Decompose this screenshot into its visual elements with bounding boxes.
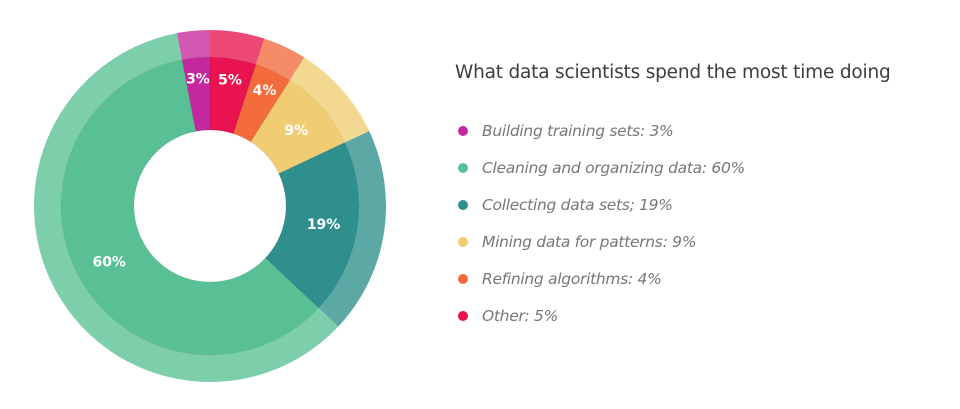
- slice-outer-ring: [289, 57, 370, 143]
- chart-title: What data scientists spend the most time…: [455, 62, 891, 83]
- slice: [264, 141, 360, 309]
- slice-data-label: 60%: [92, 254, 126, 270]
- legend-item: Refining algorithms: 4%: [458, 260, 745, 297]
- slice-data-label: 5%: [218, 73, 242, 89]
- slice-data-label: 19%: [307, 217, 341, 233]
- slice-outer-ring: [177, 30, 210, 60]
- slice-data-label: 9%: [284, 123, 308, 139]
- legend-dot-icon: [458, 236, 468, 247]
- donut-chart: 5% 4% 9% 19% 60% 3%: [34, 30, 386, 383]
- legend-dot-icon: [458, 125, 468, 136]
- legend-label: Building training sets: 3%: [482, 121, 674, 140]
- legend-label: Other: 5%: [482, 306, 559, 325]
- legend-label: Refining algorithms: 4%: [482, 269, 662, 288]
- slice-data-label: 3%: [186, 72, 210, 88]
- legend-dot-icon: [458, 273, 468, 284]
- slice: [60, 59, 320, 356]
- legend-item: Mining data for patterns: 9%: [458, 223, 745, 260]
- legend-label: Collecting data sets; 19%: [482, 195, 673, 214]
- legend-dot-icon: [458, 199, 468, 210]
- slice-outer-ring: [34, 33, 339, 383]
- legend-item: Collecting data sets; 19%: [458, 186, 745, 223]
- legend-dot-icon: [458, 162, 468, 173]
- legend-item: Building training sets: 3%: [458, 112, 745, 149]
- legend-label: Cleaning and organizing data: 60%: [482, 158, 745, 177]
- slice: [250, 79, 346, 175]
- legend-item: Other: 5%: [458, 297, 745, 334]
- legend-label: Mining data for patterns: 9%: [482, 232, 697, 251]
- slice-data-label: 4%: [253, 83, 277, 99]
- slice-outer-ring: [318, 131, 386, 327]
- slice: [181, 56, 211, 132]
- legend-item: Cleaning and organizing data: 60%: [458, 149, 745, 186]
- legend: Building training sets: 3% Cleaning and o…: [458, 112, 745, 334]
- legend-dot-icon: [458, 310, 468, 321]
- slice-outer-ring: [210, 30, 265, 65]
- slice-outer-ring: [256, 38, 305, 81]
